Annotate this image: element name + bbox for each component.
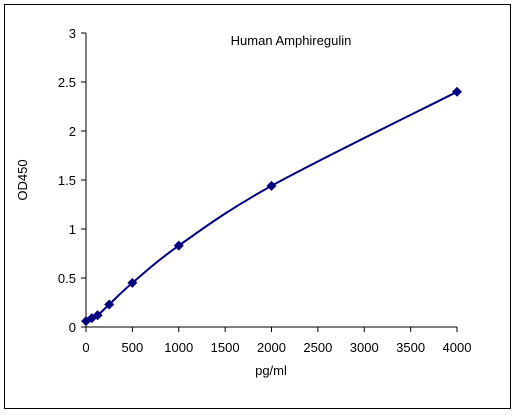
y-tick-label: 3 [69,26,76,41]
data-point [173,240,184,251]
x-tick-label: 4000 [443,340,472,355]
data-point [452,86,462,97]
data-point [127,277,138,288]
x-tick-label: 2000 [257,340,286,355]
fit-curve [85,90,458,323]
data-points [81,86,462,327]
y-tick-label: 1.5 [58,173,76,188]
data-point [92,310,103,321]
x-tick-label: 2500 [303,340,332,355]
x-tick-label: 0 [82,340,89,355]
y-tick-label: 0.5 [58,271,76,286]
x-tick-label: 3000 [350,340,379,355]
y-tick-label: 2.5 [58,75,76,90]
x-tick-label: 1000 [164,340,193,355]
y-tick-label: 2 [69,124,76,139]
x-axis: 0 500 1000 1500 2000 2500 3000 3500 4000 [82,326,472,355]
y-axis-title: OD450 [15,159,30,200]
y-tick-label: 1 [69,222,76,237]
x-tick-label: 3500 [396,340,425,355]
chart-title: Human Amphiregulin [231,33,352,48]
chart-frame [4,4,511,409]
x-tick-label: 500 [122,340,144,355]
y-axis: 0 0.5 1 1.5 2 2.5 3 [58,26,87,335]
data-point [104,299,115,310]
y-tick-label: 0 [69,320,76,335]
x-axis-title: pg/ml [255,363,287,378]
data-point [266,180,277,191]
x-tick-label: 1500 [211,340,240,355]
